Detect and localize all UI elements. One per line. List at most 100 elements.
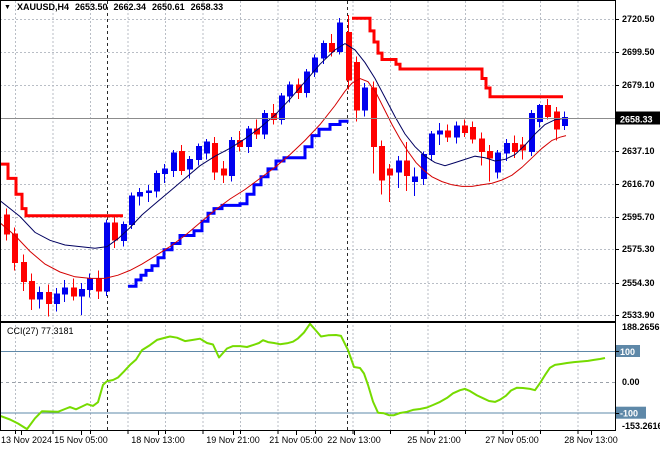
candle[interactable]	[71, 278, 77, 301]
candle[interactable]	[271, 103, 277, 125]
candle[interactable]	[437, 122, 443, 146]
candle[interactable]	[154, 170, 160, 198]
candle[interactable]	[337, 18, 343, 55]
candle[interactable]	[4, 208, 10, 241]
candle-body	[445, 130, 451, 138]
candle-body	[354, 62, 360, 111]
price-axis-label: 2679.10	[622, 80, 655, 90]
candle[interactable]	[79, 283, 85, 315]
candle-body	[154, 173, 160, 192]
candle-body	[504, 143, 510, 154]
candle[interactable]	[171, 149, 177, 177]
candle-body	[537, 105, 543, 122]
candle[interactable]	[229, 137, 235, 182]
candle-body	[387, 168, 393, 176]
candle-body	[495, 152, 501, 173]
candle[interactable]	[129, 192, 135, 230]
candle[interactable]	[504, 138, 510, 161]
candle-body	[404, 160, 410, 176]
candle[interactable]	[529, 110, 535, 157]
candle-body	[304, 71, 310, 94]
cci-100-tag-label: 100	[620, 347, 635, 357]
candle-body	[321, 43, 327, 59]
price-axis-label: 2699.50	[622, 47, 655, 57]
candle[interactable]	[312, 54, 318, 77]
candle[interactable]	[162, 164, 168, 184]
candle[interactable]	[404, 141, 410, 192]
candle[interactable]	[346, 15, 352, 90]
candle-body	[146, 190, 152, 194]
candle[interactable]	[196, 143, 202, 166]
ohlc-open: 2653.50	[74, 2, 108, 12]
candle[interactable]	[495, 149, 501, 179]
candle-body	[229, 139, 235, 176]
candle[interactable]	[371, 81, 377, 174]
candle-body	[221, 168, 227, 176]
candle[interactable]	[412, 167, 418, 196]
candle-body	[287, 84, 293, 97]
price-axis-label: 2637.10	[622, 146, 655, 156]
ohlc-high: 2662.34	[113, 2, 147, 12]
candle[interactable]	[362, 83, 368, 117]
candle[interactable]	[479, 132, 485, 166]
candle[interactable]	[179, 145, 185, 176]
candle-body	[62, 287, 68, 295]
candle[interactable]	[54, 287, 60, 312]
candle[interactable]	[46, 284, 52, 317]
candle-body	[371, 87, 377, 148]
candle[interactable]	[545, 99, 551, 120]
candle[interactable]	[445, 124, 451, 142]
candle[interactable]	[454, 121, 460, 144]
candle[interactable]	[387, 164, 393, 203]
candle[interactable]	[287, 81, 293, 103]
trend-stop-line-down	[0, 162, 123, 218]
candle-body	[412, 176, 418, 183]
candle[interactable]	[62, 279, 68, 303]
candle[interactable]	[221, 161, 227, 184]
candle-body	[429, 133, 435, 156]
symbol-period-label: XAUUSD,H4	[16, 2, 69, 12]
candle[interactable]	[462, 119, 468, 138]
candle[interactable]	[354, 56, 360, 122]
cci-pane-border	[0, 322, 616, 431]
candle[interactable]	[104, 219, 110, 296]
candle[interactable]	[29, 273, 35, 311]
candle[interactable]	[21, 254, 27, 291]
candle[interactable]	[429, 130, 435, 161]
candle[interactable]	[37, 286, 43, 309]
candle[interactable]	[146, 184, 152, 203]
candle[interactable]	[537, 103, 543, 128]
candle-body	[396, 160, 402, 173]
candle-body	[554, 111, 560, 130]
candle-body	[12, 233, 18, 263]
candle[interactable]	[487, 145, 493, 182]
cci-max-label: 188.2656	[622, 322, 660, 332]
candle[interactable]	[562, 111, 568, 130]
candle[interactable]	[512, 135, 518, 158]
candle-body	[162, 168, 168, 175]
candle[interactable]	[204, 138, 210, 160]
cci-indicator-label: CCI(27) 77.3181	[7, 326, 74, 336]
symbol-dropdown-arrow[interactable]: ▼	[4, 3, 11, 11]
time-axis-label: 19 Nov 21:00	[206, 435, 260, 445]
candle-body	[104, 222, 110, 292]
candle-body	[21, 262, 27, 282]
candle-body	[379, 146, 385, 181]
candle-body	[421, 154, 427, 179]
candle[interactable]	[137, 187, 143, 206]
time-axis-label: 21 Nov 05:00	[269, 435, 323, 445]
candle-body	[96, 277, 102, 292]
candle[interactable]	[470, 121, 476, 144]
candle-body	[171, 152, 177, 171]
candle[interactable]	[112, 216, 118, 249]
candle[interactable]	[379, 140, 385, 195]
candle[interactable]	[396, 156, 402, 188]
time-axis-label: 25 Nov 21:00	[407, 435, 461, 445]
candle-body	[37, 292, 43, 300]
candle[interactable]	[554, 107, 560, 141]
candle[interactable]	[279, 92, 285, 125]
candle-body	[46, 292, 52, 305]
candle-body	[562, 117, 568, 126]
